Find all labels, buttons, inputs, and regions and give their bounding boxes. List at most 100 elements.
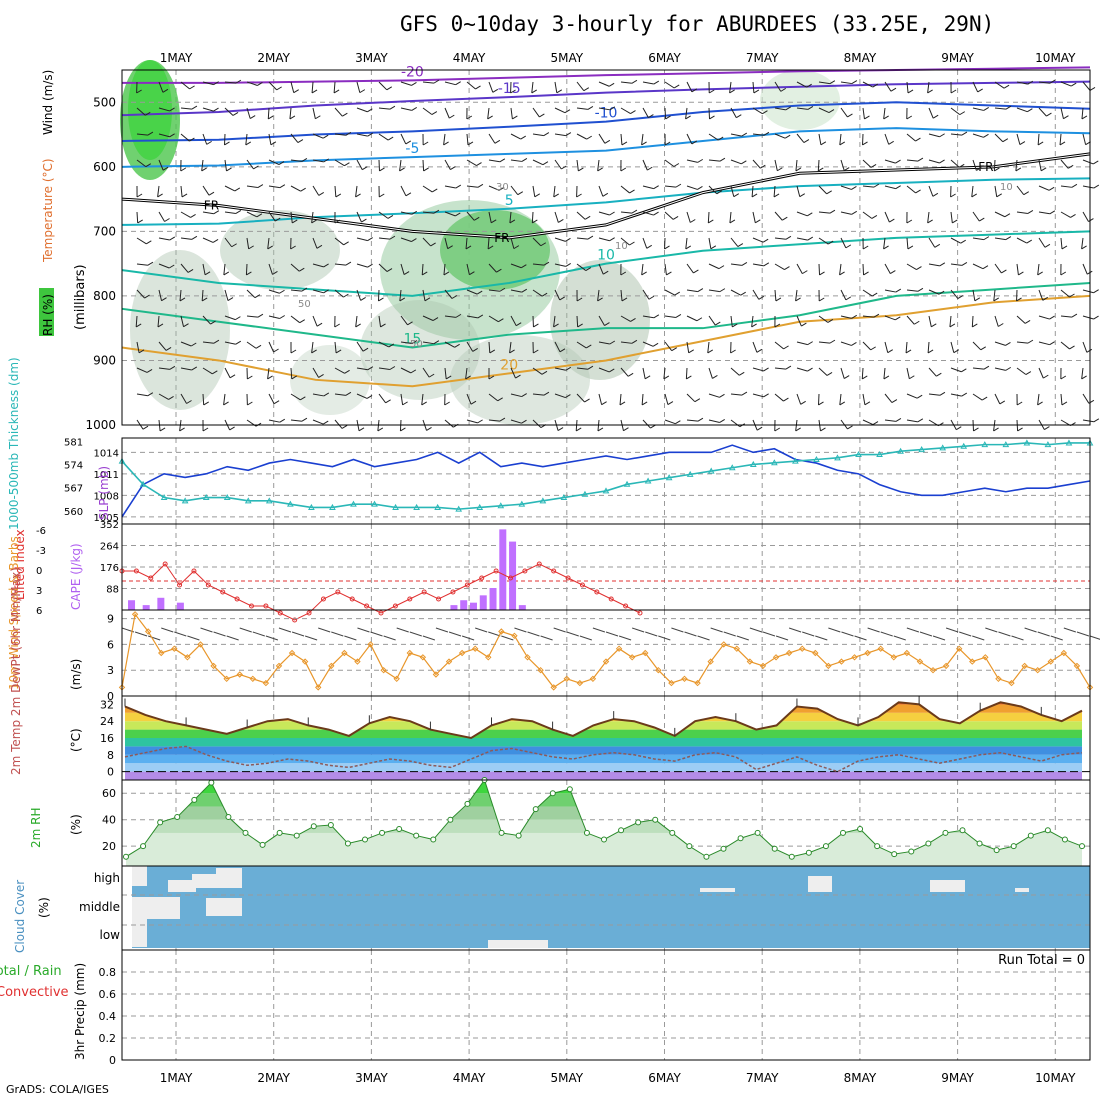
thickness-marker	[728, 464, 736, 471]
wind-barb	[312, 289, 324, 294]
wind-barb-flag	[229, 374, 236, 379]
wind-barb-flag	[958, 163, 965, 168]
wind-barb-flag	[431, 188, 438, 193]
wind-barb	[708, 367, 713, 379]
wind-barb-flag	[629, 189, 635, 194]
wind-10m-marker	[406, 649, 413, 657]
wind-barb-flag	[927, 219, 933, 224]
wind-barb	[686, 341, 690, 353]
ylabel-wind10m: 10m Wind Speed & Barbs	[7, 536, 21, 690]
wind-barb	[1082, 393, 1090, 404]
wind-barb	[422, 315, 434, 321]
wind-barb-flag	[1005, 105, 1012, 110]
wind-barb-flag	[212, 370, 218, 375]
thickness-marker	[265, 497, 273, 504]
cape-tick: 88	[106, 585, 119, 596]
wind-barb-flag	[212, 238, 219, 243]
wind-barb-flag	[621, 141, 628, 146]
wind-barb	[685, 367, 688, 380]
wind-barb	[971, 315, 974, 328]
wind-barb-flag	[345, 391, 352, 396]
wind-barb	[488, 393, 498, 402]
wind-10m-marker	[628, 654, 636, 661]
wind-barb-flag	[293, 89, 299, 94]
wind-barb-flag	[760, 164, 766, 169]
wind-barb	[950, 263, 962, 266]
rh-shading	[380, 200, 560, 340]
wind-barb	[707, 211, 710, 224]
wind-barb	[686, 185, 698, 190]
wind-barb	[202, 341, 214, 344]
wind-barb	[752, 341, 758, 353]
wind-barb-flag	[144, 294, 150, 299]
wind-barb-flag	[1027, 339, 1034, 344]
lifted-index-marker	[364, 603, 370, 609]
wind-barb	[246, 107, 251, 119]
lifted-index-marker	[579, 582, 585, 588]
wind-barb-flag	[472, 347, 478, 352]
wind-10m-marker	[942, 662, 950, 670]
wind-barb	[334, 263, 346, 266]
wind-barb	[839, 133, 842, 145]
wind-barb-flag	[862, 141, 868, 146]
wind-barb-flag	[583, 87, 590, 92]
wind-10m-barb	[239, 627, 252, 633]
wind-barb	[334, 367, 345, 374]
wind-barb-flag	[799, 193, 806, 198]
wind-barb	[554, 367, 566, 371]
wind-barb	[664, 289, 676, 296]
wind-barb-flag	[223, 401, 229, 406]
wind-barb	[598, 133, 606, 144]
wind-10m-barb	[475, 627, 488, 633]
wind-barb-flag	[729, 219, 736, 224]
wind-barb-flag	[961, 261, 968, 266]
wind-barb-flag	[847, 113, 853, 118]
wind-10m-marker	[524, 654, 531, 661]
lifted-index-marker	[421, 589, 427, 595]
wind-barb	[839, 393, 842, 405]
wind-barb-flag	[1023, 191, 1030, 196]
wind-10m-barb	[802, 631, 815, 637]
wind-barb	[1082, 159, 1094, 165]
lifted-index-marker	[162, 561, 168, 567]
rh-shading	[220, 210, 340, 290]
wind-barb	[795, 159, 798, 171]
wind-barb	[950, 237, 961, 244]
lifted-index-marker	[234, 596, 240, 602]
thickness-marker	[939, 444, 947, 451]
ylabel-cloud-unit: (%)	[37, 897, 51, 918]
wind-barb	[355, 185, 358, 197]
wind-barb	[158, 211, 165, 222]
wind-barb-flag	[410, 369, 417, 374]
wind-barb	[642, 341, 654, 347]
wind-barb-flag	[914, 320, 920, 325]
wind-barb-flag	[708, 219, 714, 224]
wind-barb	[246, 159, 254, 170]
wind-barb-flag	[938, 290, 945, 295]
freezing-level-inner	[121, 153, 1091, 239]
wind-10m-barb	[370, 631, 383, 637]
wind-barb-flag	[509, 219, 516, 224]
wind-barb-flag	[843, 375, 850, 379]
isotherm-line	[121, 294, 1091, 388]
wind-barb	[884, 289, 896, 293]
wind-barb	[664, 185, 676, 188]
wind-barb-flag	[291, 375, 298, 380]
wind-barb-flag	[543, 132, 550, 137]
wind-barb-flag	[543, 391, 550, 396]
rh-marker	[225, 814, 232, 821]
wind-barb	[884, 341, 889, 353]
wind-10m-marker	[210, 662, 217, 670]
rh-tick: 20	[102, 840, 116, 853]
wind-barb-flag	[1026, 239, 1033, 244]
ylabel-cloud: Cloud Cover	[13, 880, 27, 953]
wind-barb	[774, 367, 786, 370]
wind-barb-flag	[515, 374, 521, 379]
wind-10m-marker	[485, 654, 492, 661]
wind-10m-marker	[825, 662, 832, 670]
wind-barb	[443, 263, 446, 275]
wind-barb-flag	[630, 318, 636, 322]
wind-10m-barb	[226, 635, 239, 641]
wind-barb	[510, 289, 522, 293]
wind-barb	[620, 315, 631, 322]
